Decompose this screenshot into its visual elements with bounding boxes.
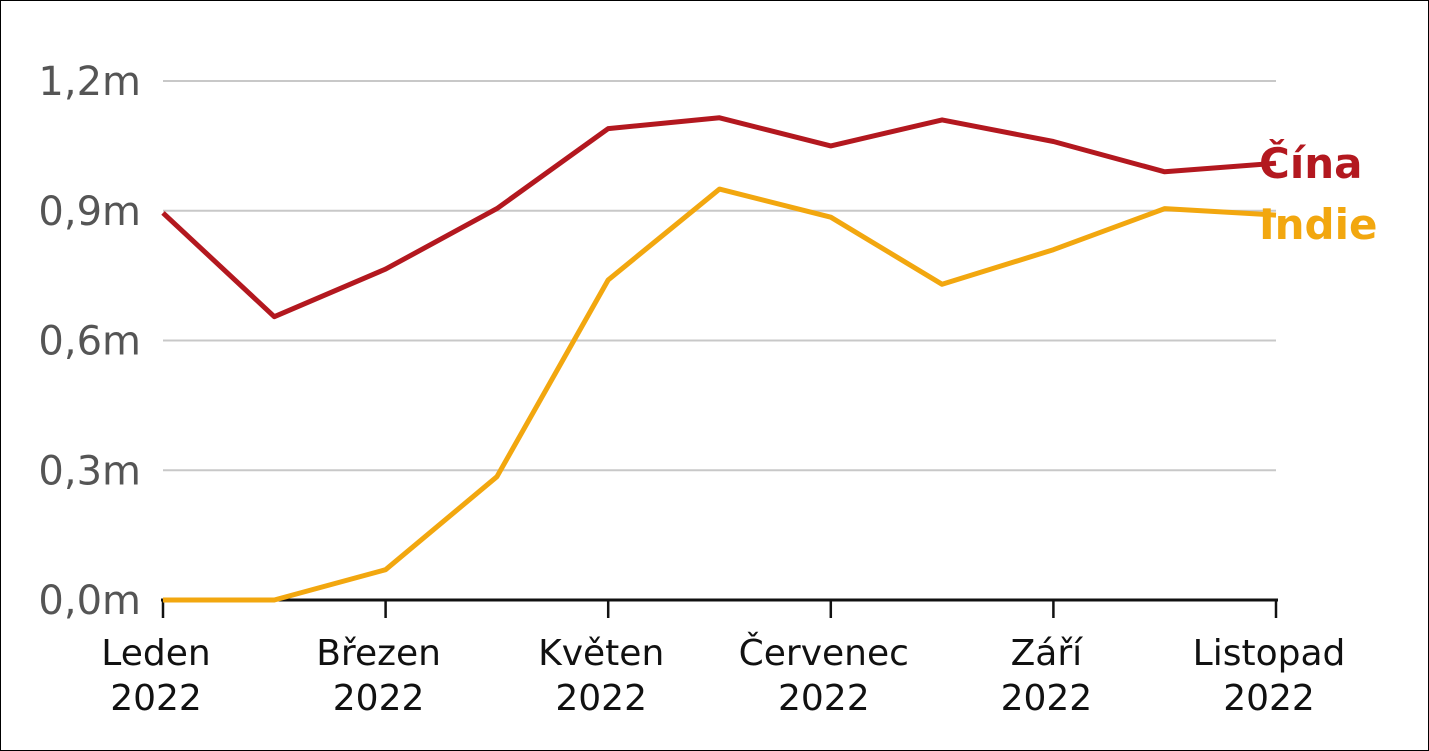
x-tick-label-year: 2022 [333, 678, 425, 719]
x-tick-label-month: Leden [101, 633, 210, 674]
series-label-indie: Indie [1259, 200, 1377, 249]
series-line-indie [163, 186, 1277, 603]
x-tick-label-month: Březen [316, 633, 441, 674]
x-tick-label-year: 2022 [1223, 678, 1315, 719]
x-tick-label-year: 2022 [110, 678, 202, 719]
y-tick-label: 0,3m [38, 448, 141, 494]
y-tick-label: 1,2m [38, 59, 141, 105]
x-tick-label-month: Září [1011, 633, 1084, 674]
x-tick-label-month: Květen [538, 633, 664, 674]
y-tick-label: 0,6m [38, 319, 141, 365]
gridlines [163, 80, 1276, 472]
x-tick-label-year: 2022 [555, 678, 647, 719]
series-line-cina [161, 115, 1277, 320]
y-tick-label: 0,9m [38, 189, 141, 235]
y-tick-label: 0,0m [38, 578, 141, 624]
x-axis: Leden2022Březen2022Květen2022Červenec202… [101, 598, 1346, 719]
series-labels: Čína Indie [1259, 138, 1377, 249]
x-tick-label-year: 2022 [1001, 678, 1093, 719]
x-tick-label-month: Červenec [739, 632, 909, 674]
series-lines [161, 115, 1277, 603]
series-label-cina: Čína [1259, 138, 1362, 188]
x-tick-label-year: 2022 [778, 678, 870, 719]
x-tick-label-month: Listopad [1193, 633, 1346, 674]
y-axis-ticks: 0,0m 0,3m 0,6m 0,9m 1,2m [38, 59, 141, 624]
